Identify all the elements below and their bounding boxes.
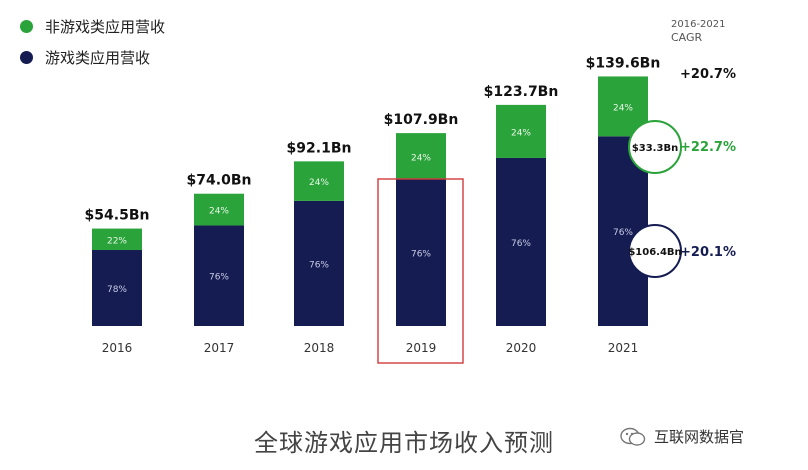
x-tick-2021: 2021: [608, 341, 639, 355]
bar-label-non-game-2021: 24%: [613, 103, 633, 113]
bar-non-game-2016: [92, 228, 142, 251]
bar-non-game-2018: [294, 161, 344, 201]
bar-label-non-game-2019: 24%: [411, 153, 431, 163]
legend-item-non-game: 非游戏类应用营收: [20, 16, 165, 37]
bar-label-game-2016: 78%: [107, 285, 127, 295]
cagr-game: +20.1%: [680, 245, 736, 260]
bar-label-game-2017: 76%: [209, 273, 229, 283]
bar-total-2017: $74.0Bn: [187, 173, 252, 189]
legend-label-game: 游戏类应用营收: [45, 49, 151, 67]
cagr-period: 2016-2021: [671, 19, 726, 30]
bar-label-game-2018: 76%: [309, 260, 329, 270]
bar-label-non-game-2020: 24%: [511, 128, 531, 138]
cagr-circle-non-game: [628, 120, 682, 174]
cagr-value-non-game: $33.3Bn: [632, 143, 678, 154]
wechat-icon: [620, 427, 646, 446]
bar-label-non-game-2017: 24%: [209, 207, 229, 217]
bar-game-2017: [194, 225, 244, 326]
bar-game-2019: [396, 179, 446, 326]
legend-swatch-non-game: [20, 20, 33, 33]
bar-label-game-2019: 76%: [411, 250, 431, 260]
cagr-title: CAGR: [671, 31, 703, 44]
bar-game-2018: [294, 200, 344, 326]
bar-label-game-2020: 76%: [511, 239, 531, 249]
cagr-total: +20.7%: [680, 67, 736, 82]
bar-game-2016: [92, 250, 142, 326]
bar-total-2016: $54.5Bn: [85, 208, 150, 224]
bar-total-2020: $123.7Bn: [484, 84, 559, 100]
bar-total-2021: $139.6Bn: [586, 55, 661, 71]
bar-label-game-2021: 76%: [613, 228, 633, 238]
x-tick-2019: 2019: [406, 341, 437, 355]
bar-label-non-game-2016: 22%: [107, 236, 127, 246]
bar-non-game-2019: [396, 133, 446, 180]
legend-item-game: 游戏类应用营收: [20, 47, 150, 68]
bar-game-2020: [496, 157, 546, 326]
watermark-text: 互联网数据官: [654, 428, 745, 446]
x-tick-2018: 2018: [304, 341, 335, 355]
highlight-box-2019: [377, 178, 464, 364]
watermark: 互联网数据官: [620, 426, 744, 447]
bar-total-2018: $92.1Bn: [287, 140, 352, 156]
bar-non-game-2020: [496, 104, 546, 158]
legend-label-non-game: 非游戏类应用营收: [45, 18, 166, 36]
bar-non-game-2017: [194, 193, 244, 226]
cagr-non-game: +22.7%: [680, 140, 736, 155]
cagr-circle-game: [628, 224, 682, 278]
bar-total-2019: $107.9Bn: [384, 112, 459, 128]
bar-label-non-game-2018: 24%: [309, 178, 329, 188]
cagr-header: 2016-2021 CAGR: [671, 18, 726, 44]
legend-swatch-game: [20, 51, 33, 64]
cagr-value-game: $106.4Bn: [628, 247, 681, 258]
chart-caption: 全球游戏应用市场收入预测: [254, 429, 554, 457]
x-tick-2017: 2017: [204, 341, 235, 355]
x-tick-2016: 2016: [102, 341, 133, 355]
x-tick-2020: 2020: [506, 341, 537, 355]
